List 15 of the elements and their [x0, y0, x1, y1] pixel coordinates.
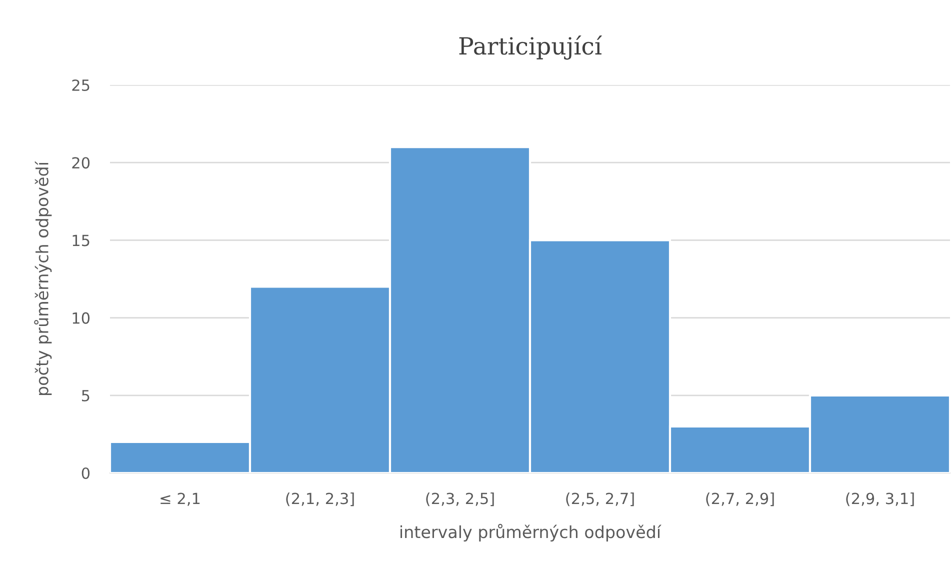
y-tick-label: 25 [72, 79, 90, 92]
y-tick-label: 20 [72, 157, 90, 169]
y-tick-label: 5 [82, 390, 90, 402]
x-tick-label: (2,7, 2,9] [706, 492, 774, 506]
chart-title: Participující [459, 36, 602, 60]
x-tick-label: (2,9, 3,1] [846, 492, 914, 506]
x-tick-label: ≤ 2,1 [160, 492, 200, 506]
y-tick-label: 0 [82, 467, 90, 480]
y-tick-label: 15 [72, 234, 90, 246]
x-tick-label: (2,1, 2,3] [286, 492, 354, 506]
x-tick-label: (2,3, 2,5] [426, 492, 494, 506]
x-tick-label: (2,5, 2,7] [566, 492, 634, 506]
x-axis-title: intervaly průměrných odpovědí [400, 524, 662, 542]
y-tick-label: 10 [72, 312, 90, 324]
y-axis-title: počty průměrných odpovědí [34, 161, 52, 395]
